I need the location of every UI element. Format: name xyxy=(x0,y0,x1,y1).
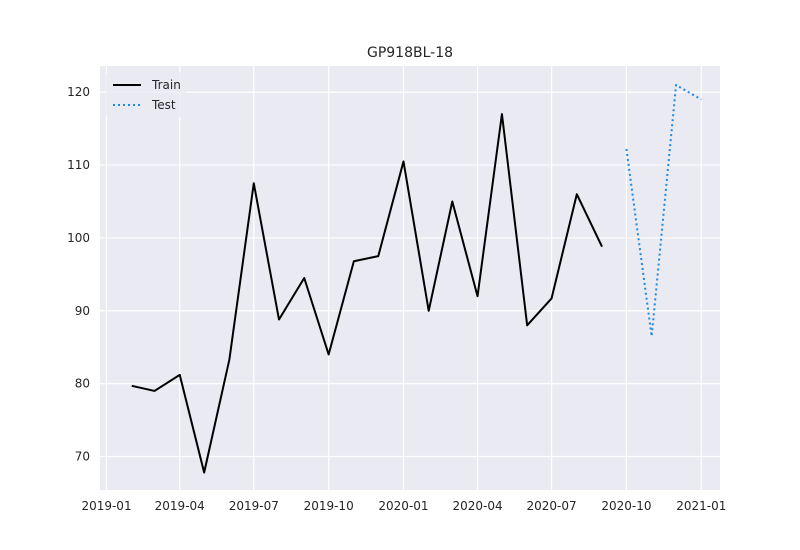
legend-test-label: Test xyxy=(151,98,176,112)
x-tick-label: 2019-10 xyxy=(304,499,354,513)
legend: Train Test xyxy=(106,72,186,117)
x-tick-label: 2020-10 xyxy=(601,499,651,513)
x-tick-label: 2020-07 xyxy=(527,499,577,513)
x-tick-label: 2019-01 xyxy=(81,499,131,513)
series-line-test xyxy=(625,83,702,338)
y-tick-label: 70 xyxy=(75,449,90,463)
legend-box xyxy=(106,72,186,117)
y-tick-label: 80 xyxy=(75,377,90,391)
y-tick-label: 90 xyxy=(75,304,90,318)
y-tick-label: 110 xyxy=(67,158,90,172)
x-tick-label: 2020-01 xyxy=(378,499,428,513)
plot-background xyxy=(100,66,720,490)
tick-labels: 2019-01 2019-04 2019-07 2019-10 2020-01 2020-… xyxy=(67,85,726,513)
grid-lines xyxy=(100,66,720,490)
x-tick-label: 2021-01 xyxy=(676,499,726,513)
legend-train-label: Train xyxy=(151,78,181,92)
x-tick-label: 2019-04 xyxy=(155,499,205,513)
chart-title: GP918BL-18 xyxy=(367,45,453,61)
y-tick-label: 100 xyxy=(67,231,90,245)
x-tick-label: 2020-04 xyxy=(452,499,502,513)
series-layer xyxy=(131,83,702,474)
y-tick-label: 120 xyxy=(67,85,90,99)
x-tick-label: 2019-07 xyxy=(229,499,279,513)
series-line-train xyxy=(131,113,603,474)
